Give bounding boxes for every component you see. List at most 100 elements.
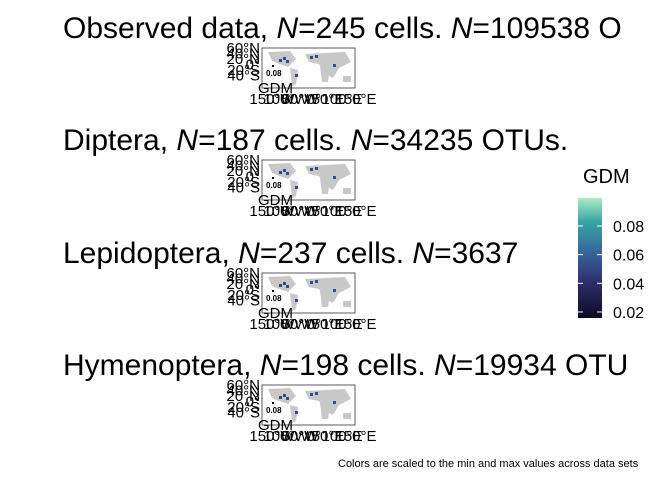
- map-x-label: 100°E: [321, 428, 362, 445]
- panel-title: Hymenoptera, N=198 cells. N=19934 OTU: [63, 349, 628, 382]
- map-x-label: 150°E: [335, 203, 376, 220]
- map-x-label: 150°W: [249, 428, 295, 445]
- map-x-label: 100°W: [263, 316, 309, 333]
- map-x-label: 0°: [307, 428, 321, 445]
- map-y-label: 20°N: [226, 163, 260, 180]
- map-x-label: 100°W: [263, 91, 309, 108]
- inset-label: 0.08: [266, 406, 282, 415]
- inset-key: [272, 402, 274, 404]
- map-y-label: 40°S: [227, 68, 260, 85]
- legend-tick-label: 0.02: [613, 305, 644, 322]
- title-part: =34235 OTUs.: [372, 124, 568, 157]
- title-part: N: [176, 124, 198, 157]
- map-x-label: 150°E: [335, 428, 376, 445]
- map-x-label: 50°E: [312, 203, 345, 220]
- map-y-label: 60°N: [226, 152, 260, 169]
- map-y-label: 40°N: [226, 46, 260, 63]
- inset-label: 0.08: [266, 294, 282, 303]
- inset-label: 0.08: [266, 69, 282, 78]
- map-y-label: 40°S: [227, 180, 260, 197]
- inset-key: [272, 290, 274, 292]
- title-part: N: [351, 124, 373, 157]
- cell: [310, 281, 313, 284]
- panel-title: Diptera, N=187 cells. N=34235 OTUs.: [63, 124, 568, 157]
- inset-label: 0.08: [266, 181, 282, 190]
- title-part: Diptera,: [63, 124, 176, 157]
- cell: [283, 57, 286, 60]
- cell: [295, 411, 298, 414]
- legend-tick-label: 0.04: [613, 276, 644, 293]
- map-y-label: 20°S: [227, 399, 260, 416]
- map-y-label: 60°N: [226, 40, 260, 57]
- title-part: N: [451, 12, 473, 45]
- map-y-label: 20°S: [227, 287, 260, 304]
- panel-title: Lepidoptera, N=237 cells. N=3637: [63, 237, 518, 270]
- map-y-label: 40°N: [226, 383, 260, 400]
- map-y-label: 60°N: [226, 265, 260, 282]
- map-x-label: 0°: [307, 91, 321, 108]
- map-x-label: 50°W: [282, 91, 320, 108]
- legend-tick-label: 0.06: [613, 248, 644, 265]
- map-y-label: 20°N: [226, 276, 260, 293]
- map-x-label: 50°W: [282, 428, 320, 445]
- map-y-label: 20°N: [226, 388, 260, 405]
- cell: [279, 396, 282, 399]
- map-x-label: 100°E: [321, 316, 362, 333]
- map-x-label: 50°W: [282, 203, 320, 220]
- panel: Hymenoptera, N=198 cells. N=19934 OTU0.0…: [63, 349, 628, 445]
- inset-title: GDM: [258, 417, 293, 434]
- title-part: =198 cells.: [281, 349, 434, 382]
- legend-title: GDM: [583, 166, 630, 188]
- cell: [315, 55, 318, 58]
- map-x-label: 50°E: [312, 91, 345, 108]
- map-x-label: 0°: [307, 316, 321, 333]
- cell: [333, 64, 336, 67]
- cell: [286, 397, 289, 400]
- title-part: N: [260, 349, 282, 382]
- cell: [279, 284, 282, 287]
- cell: [283, 169, 286, 172]
- cell: [286, 172, 289, 175]
- title-part: =3637: [434, 237, 518, 270]
- title-part: =19934 OTU: [456, 349, 629, 382]
- map-y-label: 40°N: [226, 158, 260, 175]
- map-y-label: 0°: [246, 169, 260, 186]
- cell: [333, 176, 336, 179]
- caption: Colors are scaled to the min and max val…: [338, 458, 639, 470]
- map-y-label: 40°S: [227, 293, 260, 310]
- land: [268, 276, 351, 311]
- cell: [310, 168, 313, 171]
- title-part: Hymenoptera,: [63, 349, 260, 382]
- map-x-label: 100°W: [263, 428, 309, 445]
- map-y-label: 40°N: [226, 271, 260, 288]
- map-y-label: 40°S: [227, 405, 260, 422]
- title-part: Observed data,: [63, 12, 276, 45]
- title-part: N: [412, 237, 434, 270]
- map-x-label: 100°E: [321, 203, 362, 220]
- title-part: =237 cells.: [260, 237, 413, 270]
- map-x-label: 50°W: [282, 316, 320, 333]
- map-y-label: 0°: [246, 282, 260, 299]
- inset-key: [272, 177, 274, 179]
- legend-tick-label: 0.08: [613, 219, 644, 236]
- map-x-label: 150°W: [249, 91, 295, 108]
- panel: Observed data, N=245 cells. N=109538 O0.…: [63, 12, 622, 108]
- cell: [283, 394, 286, 397]
- inset-key: [272, 65, 274, 67]
- cell: [295, 186, 298, 189]
- cell: [286, 60, 289, 63]
- map-x-label: 100°W: [263, 203, 309, 220]
- map-y-label: 20°S: [227, 62, 260, 79]
- map-y-label: 0°: [246, 57, 260, 74]
- title-part: N: [434, 349, 456, 382]
- cell: [283, 282, 286, 285]
- map-y-label: 0°: [246, 394, 260, 411]
- colorbar: [578, 198, 602, 318]
- land: [268, 51, 351, 86]
- cell: [310, 393, 313, 396]
- map-y-label: 60°N: [226, 377, 260, 394]
- map-y-label: 20°N: [226, 51, 260, 68]
- title-part: =109538 O: [472, 12, 621, 45]
- cell: [333, 289, 336, 292]
- cell: [295, 74, 298, 77]
